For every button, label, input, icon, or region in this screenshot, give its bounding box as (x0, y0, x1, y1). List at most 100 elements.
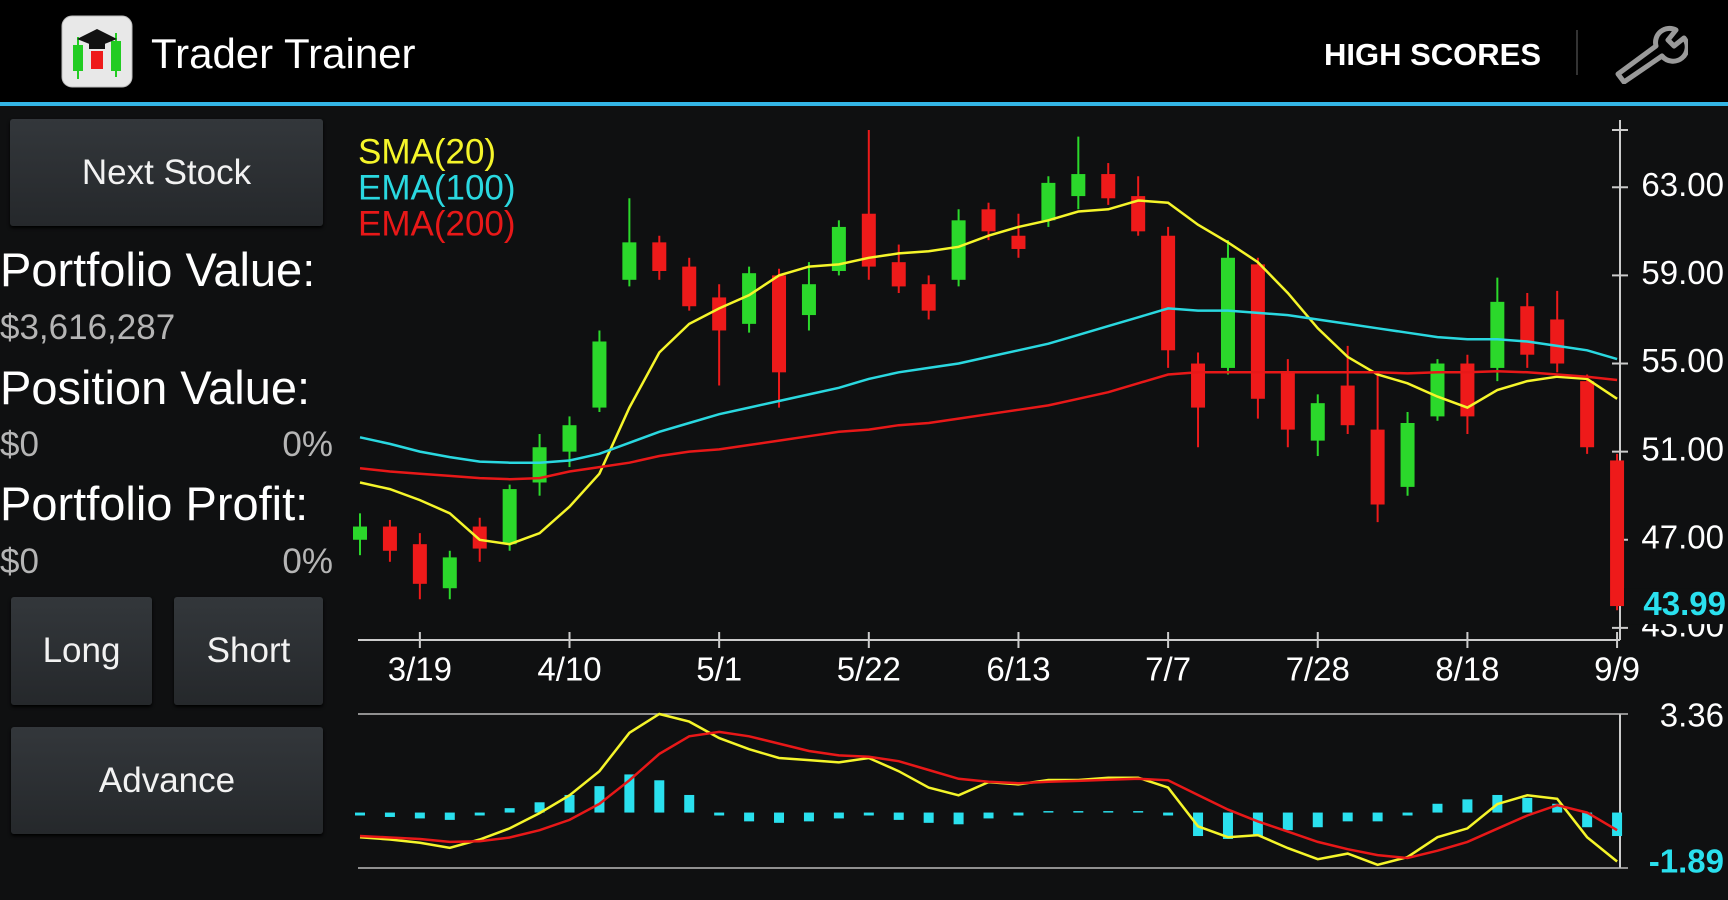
candle-body (1430, 363, 1445, 417)
x-tick-label: 3/19 (388, 651, 452, 688)
app-bar (0, 0, 1728, 106)
histogram-bar (1252, 812, 1263, 837)
y-tick-label: 47.00 (1641, 518, 1724, 555)
candle-body (1041, 182, 1056, 221)
candle-body (442, 557, 457, 589)
candle-body (382, 526, 397, 551)
y-tick-label: 51.00 (1641, 430, 1724, 467)
histogram-bar (1372, 812, 1383, 822)
y-tick-label: 59.00 (1641, 254, 1724, 291)
y-tick-label: -1.89 (1649, 843, 1724, 880)
histogram-bar (863, 812, 874, 816)
histogram-bar (1522, 797, 1533, 813)
next-stock-button[interactable]: Next Stock (10, 119, 323, 226)
histogram-bar (534, 802, 545, 813)
histogram-bar (594, 786, 605, 813)
histogram-bar (923, 812, 934, 823)
histogram-bar (384, 812, 395, 817)
moving-average-line (359, 369, 1618, 481)
candle-body (1280, 372, 1295, 430)
candle-body (1131, 196, 1146, 232)
histogram-bar (893, 812, 904, 820)
moving-average-line (359, 199, 1618, 546)
candle-body (562, 425, 577, 452)
histogram-bar (684, 794, 695, 813)
app-icon[interactable] (61, 15, 133, 88)
portfolio-profit-percent: 0% (282, 542, 333, 581)
candle-body (772, 275, 787, 373)
histogram-bar (1043, 811, 1054, 813)
portfolio-profit-amount: $0 (0, 542, 39, 581)
candle-body (1370, 429, 1385, 505)
candle-body (1460, 363, 1475, 417)
candle-body (981, 209, 996, 232)
x-tick-label: 4/10 (537, 651, 601, 688)
candle-body (353, 526, 367, 540)
legend-entry: EMA(200) (358, 204, 516, 243)
histogram-bar (744, 812, 755, 822)
x-tick-label: 5/1 (696, 651, 742, 688)
candle-body (1490, 301, 1505, 368)
candle-body (951, 220, 966, 280)
advance-button[interactable]: Advance (11, 727, 323, 834)
portfolio-profit-label: Portfolio Profit: (0, 477, 309, 530)
histogram-bar (1432, 803, 1443, 813)
histogram-bar (1282, 812, 1293, 831)
y-tick-label: 55.00 (1641, 342, 1724, 379)
candle-body (891, 262, 906, 287)
histogram-bar (1163, 812, 1174, 816)
histogram-bar (1612, 812, 1623, 837)
last-price-label: 43.99 (1643, 585, 1726, 622)
position-value-percent: 0% (282, 425, 333, 464)
candle-body (1400, 423, 1415, 487)
settings-button[interactable] (1612, 24, 1688, 84)
app-title: Trader Trainer (151, 30, 416, 77)
long-button[interactable]: Long (11, 597, 152, 705)
candle-body (1250, 264, 1265, 399)
macd-line (359, 712, 1618, 867)
histogram-bar (474, 812, 485, 816)
histogram-bar (953, 812, 964, 825)
histogram-bar (1402, 812, 1413, 816)
histogram-bar (1193, 812, 1204, 837)
macd-line (359, 730, 1618, 860)
candle-body (831, 226, 846, 271)
moving-average-line (359, 307, 1618, 464)
candle-body (652, 242, 667, 271)
histogram-bar (1013, 812, 1024, 816)
histogram-bar (774, 812, 785, 823)
candle-body (472, 526, 487, 549)
candle-body (1161, 235, 1176, 351)
histogram-bar (504, 808, 515, 813)
candle-body (921, 284, 936, 311)
histogram-bar (833, 812, 844, 819)
histogram-bar (414, 812, 425, 819)
x-tick-label: 5/22 (837, 651, 901, 688)
candle-body (1610, 460, 1625, 607)
histogram-bar (1462, 799, 1473, 813)
histogram-bar (1552, 803, 1563, 813)
histogram-bar (803, 812, 814, 822)
high-scores-button[interactable]: HIGH SCORES (1323, 37, 1541, 72)
histogram-bar (654, 780, 665, 813)
y-tick-label: 3.36 (1660, 697, 1724, 734)
candle-body (1101, 174, 1116, 199)
short-button[interactable]: Short (174, 597, 323, 705)
candle-body (622, 242, 637, 280)
candle-body (1580, 381, 1595, 448)
x-tick-label: 9/9 (1594, 651, 1640, 688)
divider (1576, 30, 1578, 75)
candle-body (1011, 235, 1026, 249)
histogram-bar (983, 812, 994, 819)
candle-body (742, 273, 757, 324)
x-tick-label: 7/7 (1145, 651, 1191, 688)
candle-body (682, 266, 697, 307)
position-value-label: Position Value: (0, 361, 311, 414)
candle-body (1220, 257, 1235, 368)
x-tick-label: 7/28 (1286, 651, 1350, 688)
candle-body (502, 489, 517, 545)
candle-body (861, 213, 876, 267)
histogram-bar (1103, 811, 1114, 813)
